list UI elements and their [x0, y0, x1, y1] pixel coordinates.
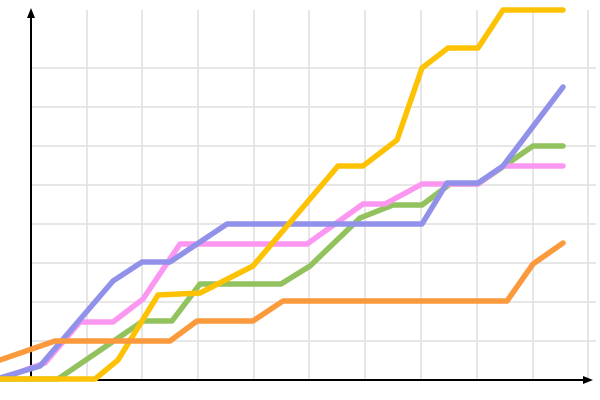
series-orange-line [0, 240, 566, 363]
series-gold-yellow-line [0, 7, 566, 382]
series-pink-line [0, 163, 566, 382]
x-axis-arrow-icon [583, 376, 593, 384]
y-axis-arrow-icon [27, 8, 35, 18]
series-periwinkle-blue-line [0, 84, 566, 381]
